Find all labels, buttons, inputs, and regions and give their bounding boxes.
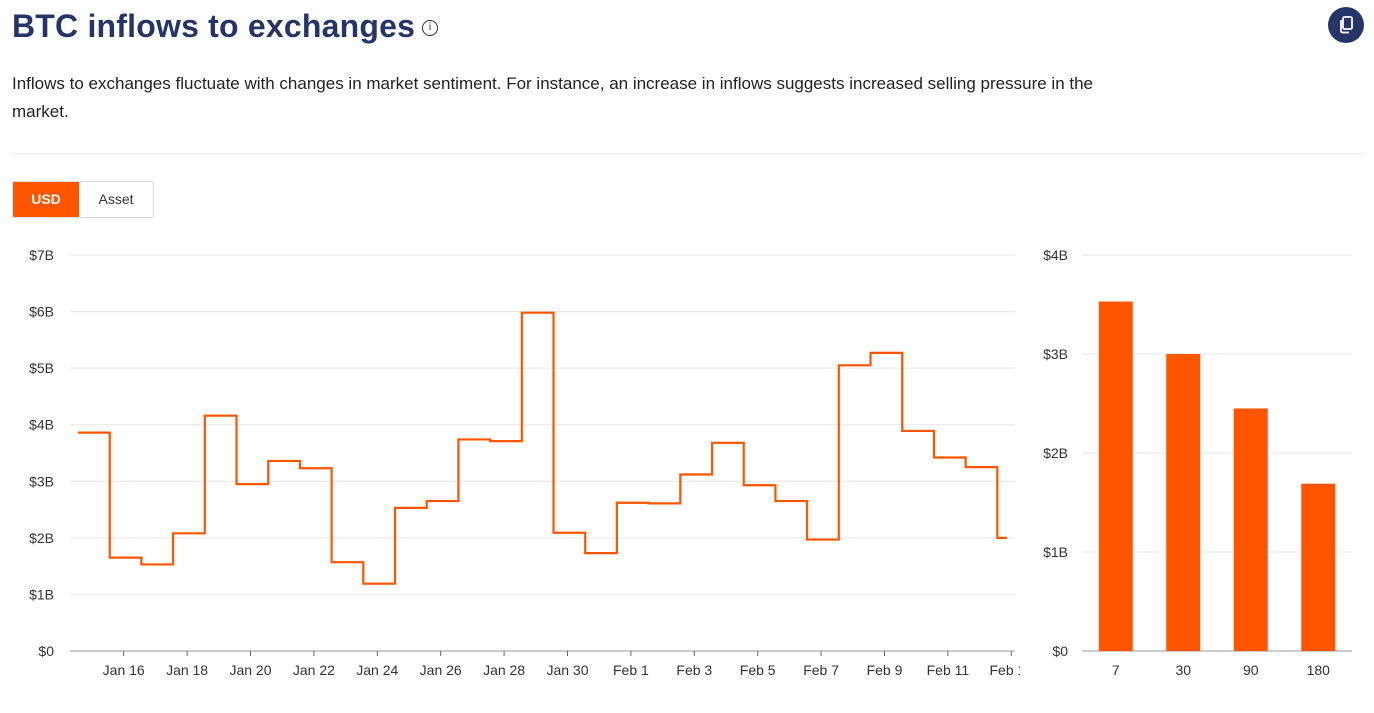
x-tick-label: Jan 18 [166,662,208,678]
y-tick-label: $3B [1043,346,1068,362]
asset-toggle-button[interactable]: Asset [79,182,153,217]
usd-toggle-button[interactable]: USD [13,182,79,217]
currency-toggle: USD Asset [12,181,154,218]
copy-button[interactable] [1328,7,1364,43]
x-tick-label: 30 [1175,662,1191,678]
x-tick-label: Feb 5 [740,662,776,678]
x-tick-label: Feb 9 [867,662,903,678]
x-tick-label: Jan 28 [483,662,525,678]
period-bar-chart: $0 $1B $2B $3B $4B 7 30 90 180 [1043,247,1352,678]
x-tick-label: Feb 11 [927,662,970,678]
chart-description: Inflows to exchanges fluctuate with chan… [12,74,1094,121]
y-tick-label: $1B [29,586,54,602]
x-tick-label: Jan 24 [356,662,398,678]
y-tick-label: $2B [1043,445,1068,461]
x-tick-label: Jan 22 [293,662,335,678]
x-tick-label: Jan 26 [420,662,462,678]
y-tick-label: $5B [29,360,54,376]
x-tick-label: 7 [1112,662,1120,678]
x-tick-label: Jan 30 [546,662,588,678]
x-tick-label: 180 [1307,662,1331,678]
page-title: BTC inflows to exchanges [12,8,416,44]
x-tick-label: Feb 13 [990,662,1020,678]
bar-180 [1301,483,1336,651]
y-tick-label: $4B [1043,247,1068,263]
x-tick-label: 90 [1243,662,1259,678]
bar-30 [1166,354,1201,651]
y-tick-label: $6B [29,304,54,320]
x-tick-label: Feb 3 [676,662,712,678]
y-tick-label: $7B [29,247,54,263]
divider [12,153,1364,154]
y-tick-label: $4B [29,417,54,433]
info-icon[interactable]: i [422,20,438,36]
x-tick-label: Feb 7 [803,662,839,678]
bar-7 [1098,301,1133,651]
x-tick-label: Feb 1 [613,662,649,678]
y-tick-label: $0 [1052,643,1068,659]
y-tick-label: $2B [29,530,54,546]
copy-icon [1340,16,1353,34]
x-tick-label: Jan 20 [229,662,271,678]
y-tick-label: $0 [38,643,54,659]
y-tick-label: $1B [1043,544,1068,560]
inflows-line-chart: $0 $1B $2B $3B $4B $5B $6B $7B Jan 16 Jan 18 Jan 2… [29,247,1020,678]
inflow-series-line [78,311,1007,585]
x-tick-label: Jan 16 [103,662,145,678]
y-tick-label: $3B [29,473,54,489]
bar-90 [1233,408,1268,651]
